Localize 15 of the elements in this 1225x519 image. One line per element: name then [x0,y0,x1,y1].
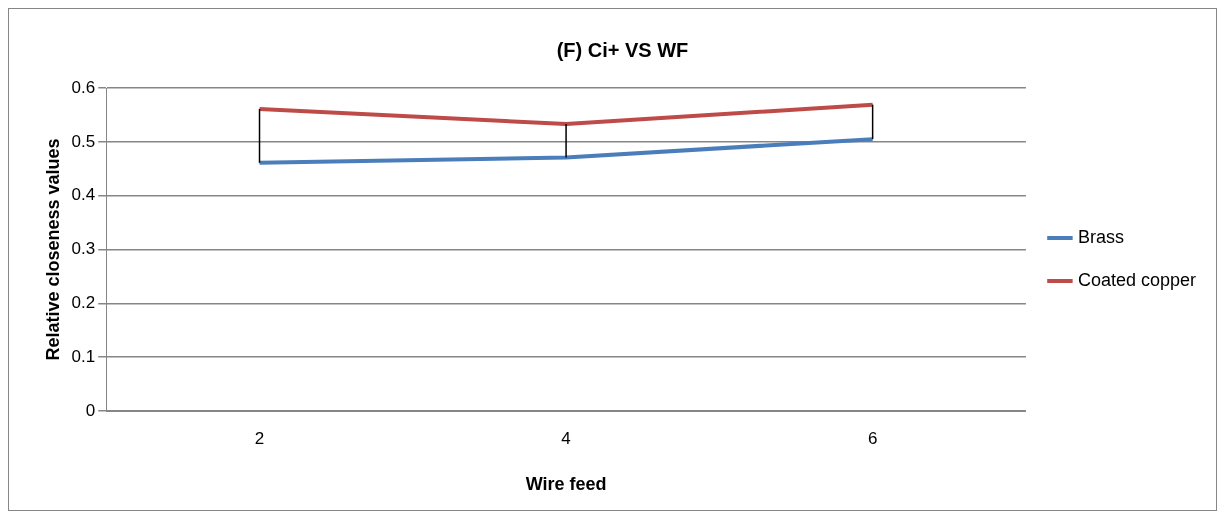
x-axis-title: Wire feed [525,474,607,495]
y-axis-title: Relative closeness values [42,138,63,361]
x-tick-label: 4 [561,428,571,448]
legend-label: Brass [1077,226,1124,247]
y-tick-label: 0 [85,400,96,420]
x-tick-label: 2 [254,428,265,448]
y-tick-label: 0.3 [71,239,96,259]
y-tick-label: 0.5 [71,131,96,151]
y-tick-label: 0.1 [71,346,96,366]
y-tick-label: 0.2 [71,293,96,313]
x-tick-label: 6 [867,428,878,448]
y-tick-label: 0.4 [71,185,96,205]
chart-title: (F) Ci+ VS WF [556,38,689,61]
legend-label: Coated copper [1077,269,1197,290]
y-tick-label: 0.6 [71,77,96,97]
